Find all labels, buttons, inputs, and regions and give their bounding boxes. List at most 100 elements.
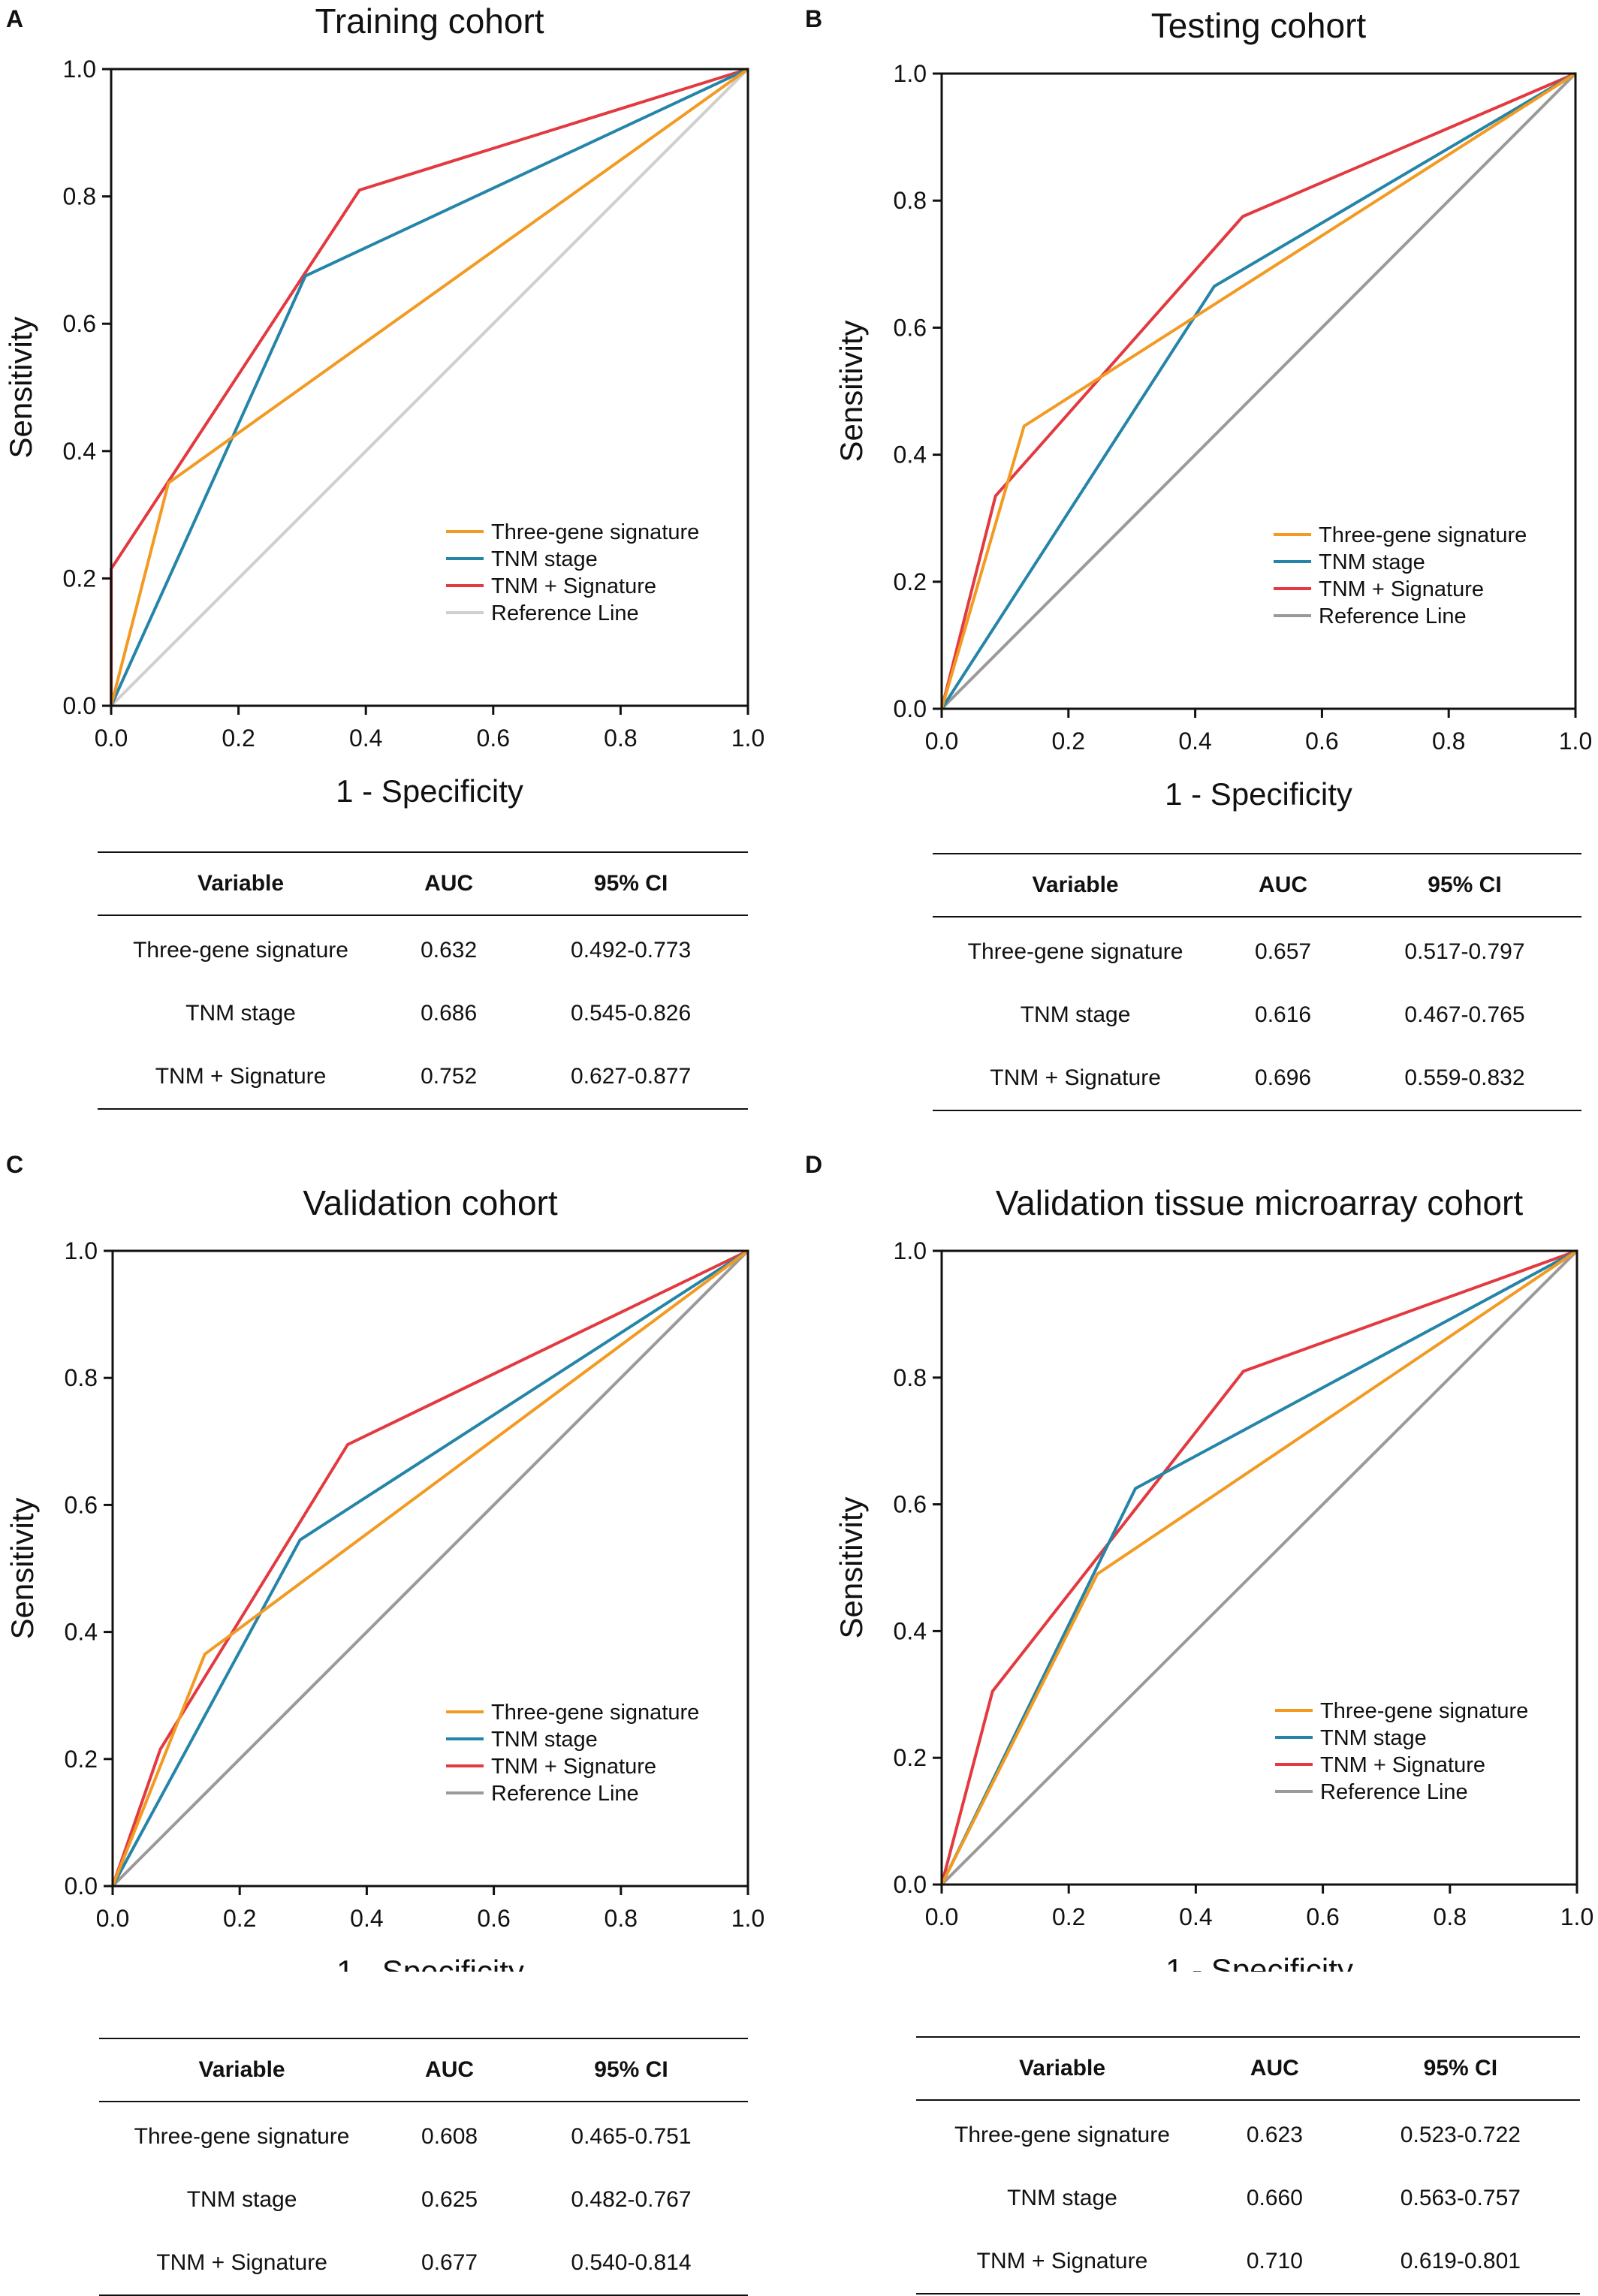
column-header-auc: AUC <box>1208 2037 1341 2101</box>
legend-label: TNM + Signature <box>1320 1753 1485 1777</box>
panel-b: B Testing cohort 0.0 0.2 0.4 0.6 0.8 1.0 0.0 0.2 0… <box>799 0 1598 1146</box>
series-line-three-gene-signature <box>111 1249 749 1887</box>
y-tick-label: 0.2 <box>63 565 96 592</box>
x-tick-label: 0.0 <box>96 1905 129 1932</box>
x-tick-label: 1.0 <box>1560 1903 1593 1930</box>
table-row: TNM stage 0.660 0.563-0.757 <box>916 2167 1580 2230</box>
table-cell: 0.625 <box>421 2187 478 2212</box>
table-row: TNM + Signature 0.752 0.627-0.877 <box>98 1045 748 1109</box>
panel-letter: A <box>6 5 23 32</box>
panel-d: D Validation tissue microarray cohort 0.0 0… <box>799 1146 1598 2294</box>
auc-table: Variable AUC 95% CI Three-gene signature 0.6… <box>933 853 1581 1111</box>
x-tick-label: 0.8 <box>605 1905 638 1932</box>
table-cell: TNM + Signature <box>990 1065 1161 1090</box>
y-tick-label: 1.0 <box>894 1237 927 1264</box>
y-tick-label: 0.0 <box>894 1871 927 1898</box>
y-tick-label: 0.2 <box>894 568 927 595</box>
table-cell: 0.545-0.826 <box>571 1001 692 1026</box>
y-tick-label: 1.0 <box>63 56 96 83</box>
y-tick-label: 0.6 <box>894 314 927 341</box>
y-tick-label: 0.8 <box>65 1364 98 1391</box>
table-cell: 0.616 <box>1255 1002 1312 1027</box>
legend-label: Three-gene signature <box>1320 1699 1528 1723</box>
chart-title: Validation tissue microarray cohort <box>996 1183 1523 1222</box>
roc-chart: C Validation cohort 0.0 0.2 0.4 0.6 0.8 1.0 0.0 0… <box>5 1151 764 1972</box>
x-tick-label: 0.0 <box>95 725 128 752</box>
table-cell: 0.657 <box>1255 939 1312 964</box>
table-cell: 0.608 <box>421 2124 478 2149</box>
legend: Three-gene signature TNM stage TNM + Signa… <box>1275 1699 1528 1804</box>
y-tick-label: 0.2 <box>65 1746 98 1773</box>
y-tick-label: 0.8 <box>894 187 927 214</box>
table-cell: 0.517-0.797 <box>1404 939 1525 964</box>
series-line-reference-line <box>940 1249 1578 1886</box>
y-tick-label: 0.2 <box>894 1744 927 1771</box>
legend-label: TNM stage <box>1320 1726 1427 1750</box>
series-line-tnm-stage <box>111 1249 749 1887</box>
legend-label: TNM stage <box>491 1728 598 1752</box>
table-cell: 0.627-0.877 <box>571 1064 692 1089</box>
x-tick-label: 0.6 <box>1306 1903 1339 1930</box>
table-cell: 0.563-0.757 <box>1400 2186 1521 2210</box>
column-header-auc: AUC <box>384 852 514 916</box>
y-tick-label: 1.0 <box>65 1237 98 1264</box>
x-tick-label: 0.0 <box>925 1903 958 1930</box>
table-cell: TNM + Signature <box>156 2250 327 2275</box>
table-cell: TNM stage <box>186 2187 297 2212</box>
table-cell: Three-gene signature <box>954 2123 1170 2147</box>
table-cell: 0.540-0.814 <box>571 2250 692 2275</box>
table-row: TNM stage 0.616 0.467-0.765 <box>933 984 1581 1047</box>
column-header-auc: AUC <box>1218 854 1348 917</box>
table-cell: 0.619-0.801 <box>1400 2249 1521 2273</box>
y-tick-label: 0.4 <box>894 1617 927 1644</box>
series-line-tnm-stage <box>110 68 749 707</box>
table-cell: 0.465-0.751 <box>571 2124 692 2149</box>
x-tick-label: 1.0 <box>731 725 764 752</box>
table-header-row: Variable AUC 95% CI <box>98 852 748 916</box>
table-header-row: Variable AUC 95% CI <box>99 2038 748 2102</box>
legend-label: Three-gene signature <box>491 520 699 544</box>
table-cell: 0.482-0.767 <box>571 2187 692 2212</box>
x-tick-label: 0.0 <box>925 728 958 755</box>
y-tick-label: 0.0 <box>894 695 927 722</box>
chart-title: Validation cohort <box>303 1183 557 1222</box>
legend-label: TNM stage <box>1319 550 1425 574</box>
table-cell: TNM stage <box>1020 1002 1131 1027</box>
series-line-tnm-signature <box>111 1249 749 1887</box>
y-axis-label: Sensitivity <box>834 320 869 462</box>
y-tick-label: 0.4 <box>65 1619 98 1646</box>
roc-chart: A Training cohort 0.0 0.2 0.4 0.6 0.8 1.0 0.0 0.2… <box>3 2 764 809</box>
column-header-variable: Variable <box>98 852 384 916</box>
x-tick-label: 0.4 <box>350 1905 383 1932</box>
column-header-95-ci: 95% CI <box>1340 2037 1580 2101</box>
legend-label: Reference Line <box>1320 1780 1468 1804</box>
table-cell: Three-gene signature <box>967 939 1183 964</box>
x-tick-label: 0.8 <box>1432 728 1465 755</box>
table-cell: TNM stage <box>1007 2186 1117 2210</box>
table-cell: TNM + Signature <box>976 2249 1148 2273</box>
legend-label: Three-gene signature <box>1319 523 1527 547</box>
table-cell: 0.632 <box>421 938 478 963</box>
table-cell: 0.660 <box>1246 2186 1303 2210</box>
table-row: TNM stage 0.686 0.545-0.826 <box>98 982 748 1045</box>
table-header-row: Variable AUC 95% CI <box>933 854 1581 917</box>
legend: Three-gene signature TNM stage TNM + Signa… <box>446 1701 699 1806</box>
legend-label: Reference Line <box>491 1782 639 1806</box>
plot-frame <box>940 1249 1578 1886</box>
x-tick-label: 0.2 <box>1052 728 1085 755</box>
panel-c: C Validation cohort 0.0 0.2 0.4 0.6 0.8 1.0 0.0 0… <box>0 1146 799 2296</box>
legend: Three-gene signature TNM stage TNM + Signa… <box>1274 523 1527 628</box>
legend-label: Reference Line <box>491 601 639 625</box>
legend-label: TNM + Signature <box>1319 577 1484 601</box>
auc-table: Variable AUC 95% CI Three-gene signature 0.6… <box>98 851 748 1110</box>
roc-chart: B Testing cohort 0.0 0.2 0.4 0.6 0.8 1.0 0.0 0.2 0… <box>805 5 1592 812</box>
legend-label: Three-gene signature <box>491 1701 699 1725</box>
y-tick-label: 0.8 <box>894 1364 927 1391</box>
table-row: TNM stage 0.625 0.482-0.767 <box>99 2168 748 2231</box>
column-header-variable: Variable <box>99 2038 385 2102</box>
column-header-95-ci: 95% CI <box>1347 854 1581 917</box>
table-row: Three-gene signature 0.657 0.517-0.797 <box>933 917 1581 984</box>
legend: Three-gene signature TNM stage TNM + Signa… <box>446 520 699 625</box>
y-tick-label: 0.0 <box>63 692 96 719</box>
table-cell: TNM stage <box>185 1001 296 1026</box>
